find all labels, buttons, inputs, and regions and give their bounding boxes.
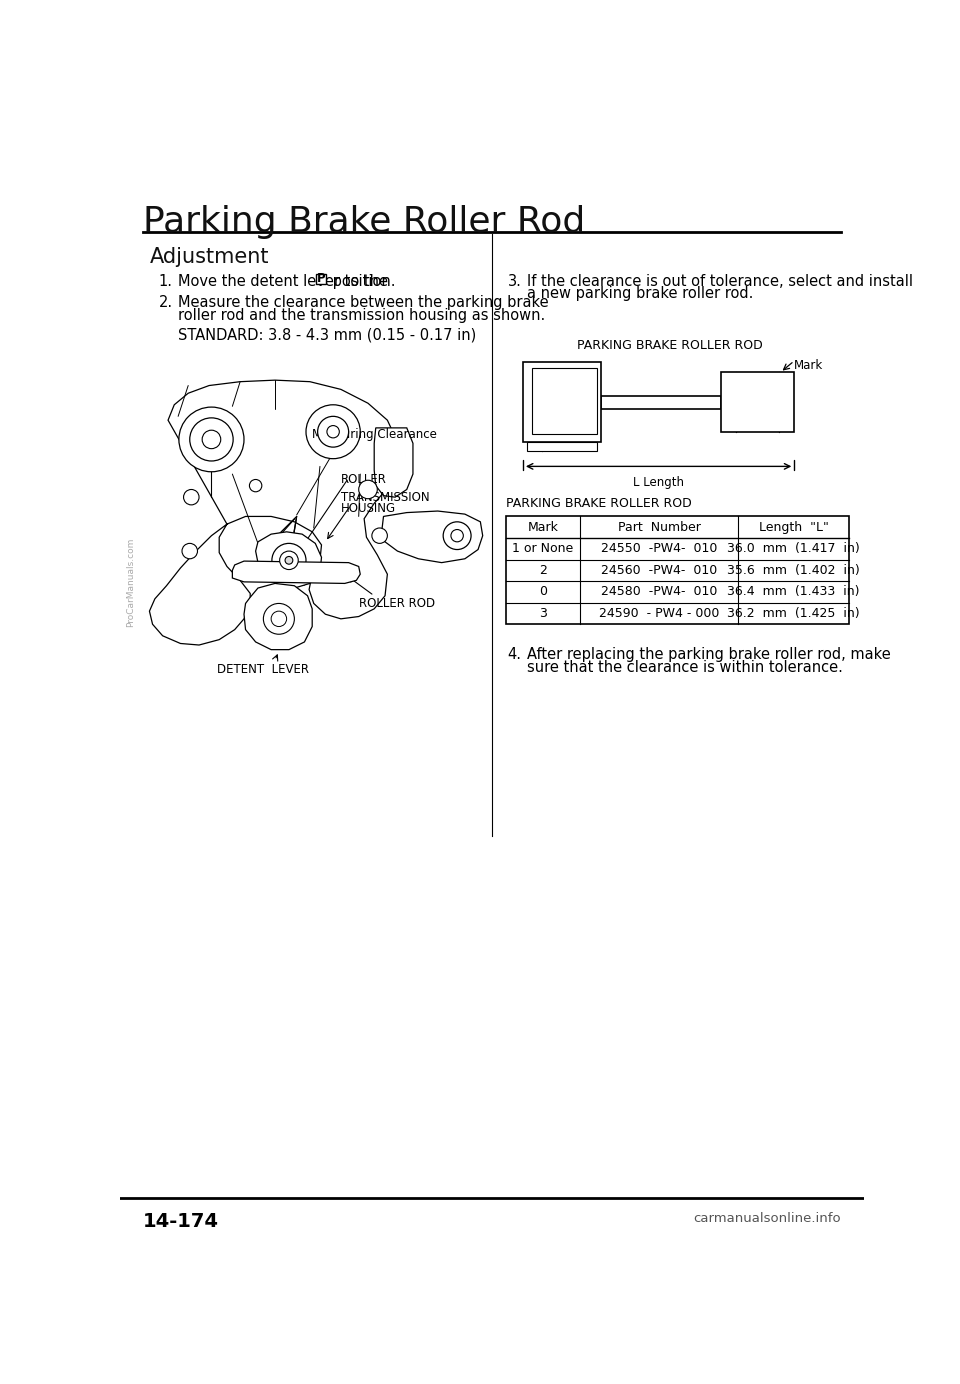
Text: ROLLER: ROLLER [341,472,387,486]
Bar [506,516,849,624]
Polygon shape [232,561,360,584]
Text: 1 or None: 1 or None [512,543,573,555]
Text: a new parking brake roller rod.: a new parking brake roller rod. [527,286,754,302]
Text: 24590  - PW4 - 000: 24590 - PW4 - 000 [599,608,719,620]
Text: 0: 0 [539,585,547,598]
Polygon shape [382,511,483,563]
Circle shape [250,479,262,491]
Polygon shape [374,428,413,497]
Text: 24560  -PW4-  010: 24560 -PW4- 010 [601,563,717,577]
Text: PARKING BRAKE ROLLER ROD: PARKING BRAKE ROLLER ROD [506,497,692,511]
Text: 35.6  mm  (1.402  in): 35.6 mm (1.402 in) [727,563,860,577]
Text: 4.: 4. [508,648,521,663]
Polygon shape [255,531,322,588]
Text: If the clearance is out of tolerance, select and install: If the clearance is out of tolerance, se… [527,274,913,289]
Text: 24550  -PW4-  010: 24550 -PW4- 010 [601,543,717,555]
Text: Part  Number: Part Number [617,520,701,534]
Text: 2: 2 [539,563,546,577]
Text: sure that the clearance is within tolerance.: sure that the clearance is within tolera… [527,660,843,674]
FancyBboxPatch shape [317,274,326,284]
Text: PARKING BRAKE ROLLER ROD: PARKING BRAKE ROLLER ROD [577,339,763,353]
Circle shape [451,530,464,543]
Polygon shape [150,381,397,645]
Circle shape [285,556,293,565]
Polygon shape [527,441,596,451]
Circle shape [203,430,221,448]
Text: TRANSMISSION: TRANSMISSION [341,491,429,504]
Text: 2.: 2. [158,295,173,310]
Text: Adjustment: Adjustment [150,246,269,267]
Text: Parking Brake Roller Rod: Parking Brake Roller Rod [143,205,586,238]
Text: 36.0  mm  (1.417  in): 36.0 mm (1.417 in) [727,543,860,555]
Circle shape [182,544,198,559]
Text: roller rod and the transmission housing as shown.: roller rod and the transmission housing … [179,307,545,322]
Circle shape [271,612,287,627]
Circle shape [318,417,348,447]
Text: 24580  -PW4-  010: 24580 -PW4- 010 [601,585,717,598]
Polygon shape [721,372,794,432]
Text: After replacing the parking brake roller rod, make: After replacing the parking brake roller… [527,648,891,663]
Text: Length  "L": Length "L" [758,520,828,534]
Polygon shape [244,584,312,649]
Text: Move the detent lever to the: Move the detent lever to the [179,274,393,289]
Text: position.: position. [328,274,396,289]
Text: P: P [317,273,325,285]
Text: Measuring Clearance: Measuring Clearance [312,428,437,441]
Text: 1.: 1. [158,274,173,289]
Text: Mark: Mark [527,520,558,534]
Circle shape [372,527,388,544]
Text: DETENT  LEVER: DETENT LEVER [217,663,309,675]
Text: ROLLER ROD: ROLLER ROD [359,598,435,610]
Text: HOUSING: HOUSING [341,502,396,515]
Text: 36.4  mm  (1.433  in): 36.4 mm (1.433 in) [728,585,860,598]
Text: carmanualsonline.info: carmanualsonline.info [693,1212,841,1225]
Circle shape [263,603,295,634]
Polygon shape [532,368,596,435]
Circle shape [327,425,339,437]
Text: ProCarManuals.com: ProCarManuals.com [127,537,135,627]
Polygon shape [523,361,601,441]
Circle shape [190,418,233,461]
Text: 3.: 3. [508,274,521,289]
Circle shape [179,407,244,472]
Text: Measure the clearance between the parking brake: Measure the clearance between the parkin… [179,295,549,310]
Text: 3: 3 [539,608,546,620]
Circle shape [279,551,299,570]
Circle shape [183,490,199,505]
Circle shape [306,404,360,458]
Circle shape [444,522,471,549]
Text: L Length: L Length [634,476,684,489]
Polygon shape [601,396,721,410]
Text: 36.2  mm  (1.425  in): 36.2 mm (1.425 in) [727,608,860,620]
Circle shape [272,544,306,577]
Text: Mark: Mark [794,358,824,371]
Circle shape [359,480,377,498]
Text: 14-174: 14-174 [143,1212,219,1230]
Text: STANDARD: 3.8 - 4.3 mm (0.15 - 0.17 in): STANDARD: 3.8 - 4.3 mm (0.15 - 0.17 in) [179,328,476,343]
